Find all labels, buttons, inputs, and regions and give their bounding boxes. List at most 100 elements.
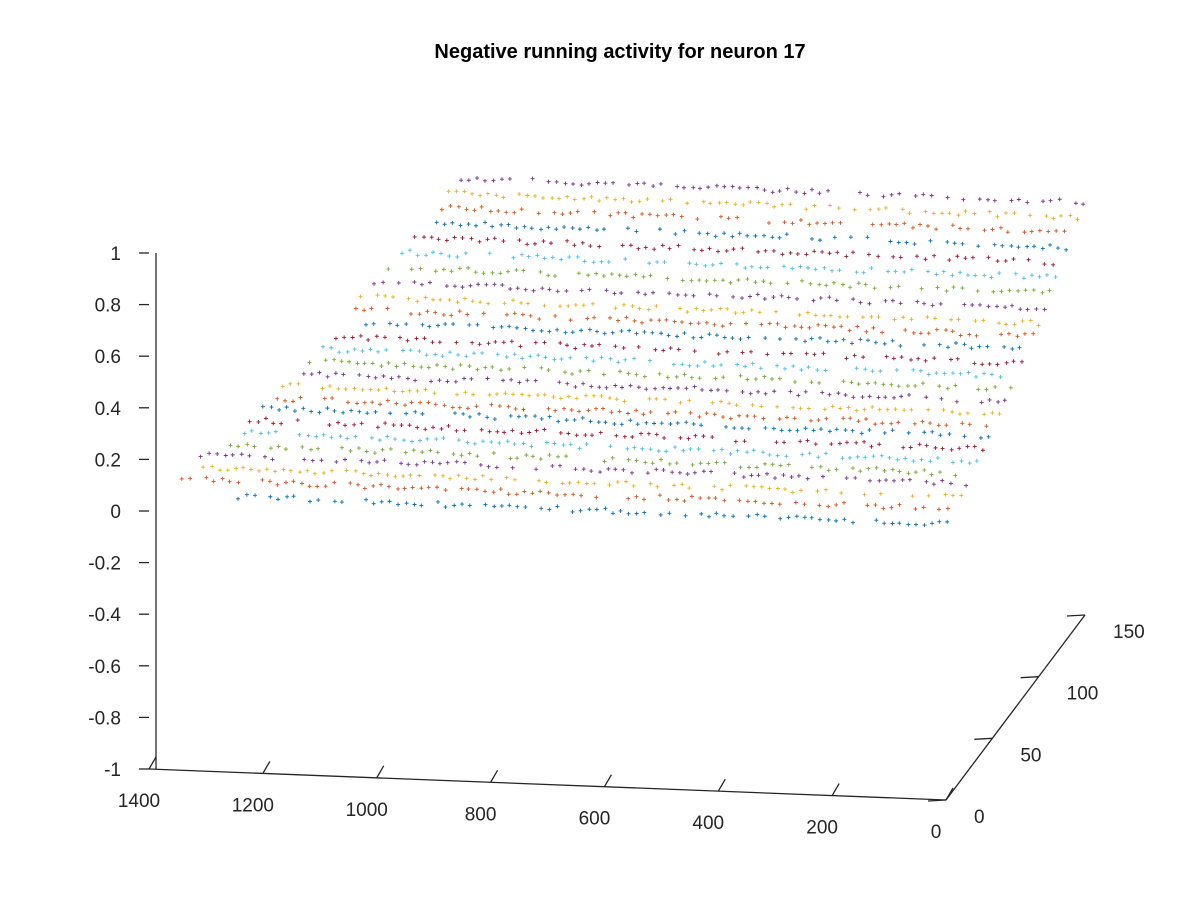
data-point <box>694 262 699 267</box>
data-point <box>722 184 727 189</box>
data-point <box>540 195 545 200</box>
data-point <box>362 361 367 366</box>
data-point <box>453 379 458 384</box>
data-point <box>906 522 911 527</box>
data-point <box>958 371 963 376</box>
data-point <box>552 210 557 215</box>
data-point <box>901 315 906 320</box>
data-point <box>841 282 846 287</box>
data-point <box>935 285 940 290</box>
data-point <box>817 282 822 287</box>
data-point <box>890 298 895 303</box>
data-point <box>830 268 835 273</box>
data-point <box>285 494 290 499</box>
data-point <box>417 473 422 478</box>
data-point <box>445 460 450 465</box>
data-point <box>759 322 764 327</box>
data-point <box>492 236 497 241</box>
data-point <box>675 292 680 297</box>
data-point <box>644 387 649 392</box>
data-point <box>798 264 803 269</box>
data-point <box>686 436 691 441</box>
data-point <box>445 379 450 384</box>
data-point <box>210 464 215 469</box>
data-point <box>902 269 907 274</box>
data-point <box>498 487 503 492</box>
data-point <box>765 352 770 357</box>
data-point <box>738 373 743 378</box>
data-point <box>918 331 923 336</box>
data-point <box>752 414 757 419</box>
x-tick-label: 600 <box>579 809 611 830</box>
data-point <box>641 412 646 417</box>
data-point <box>563 330 568 335</box>
data-point <box>456 204 461 209</box>
data-point <box>982 273 987 278</box>
data-point <box>867 427 872 432</box>
series-2 <box>179 475 950 512</box>
data-point <box>822 221 827 226</box>
data-point <box>737 413 742 418</box>
data-point <box>509 339 514 344</box>
data-point <box>346 400 351 405</box>
data-point <box>738 465 743 470</box>
data-point <box>740 350 745 355</box>
data-point <box>529 444 534 449</box>
data-point <box>817 191 822 196</box>
data-point <box>884 478 889 483</box>
data-point <box>722 231 727 236</box>
data-point <box>864 416 869 421</box>
data-point <box>1002 344 1007 349</box>
data-point <box>457 266 462 271</box>
data-point <box>402 361 407 366</box>
data-point <box>751 448 756 453</box>
data-point <box>871 325 876 330</box>
data-point <box>438 297 443 302</box>
data-point <box>865 381 870 386</box>
data-point <box>881 382 886 387</box>
data-point <box>607 396 612 401</box>
data-point <box>731 514 736 519</box>
data-point <box>446 423 451 428</box>
data-point <box>297 432 302 437</box>
data-point <box>823 451 828 456</box>
data-point <box>486 464 491 469</box>
data-point <box>853 475 858 480</box>
data-point <box>667 246 672 251</box>
data-point <box>774 440 779 445</box>
data-point <box>713 376 718 381</box>
data-point <box>782 366 787 371</box>
data-point <box>846 405 851 410</box>
data-point <box>262 454 267 459</box>
data-point <box>497 404 502 409</box>
data-point <box>900 477 905 482</box>
x-tick <box>376 765 385 779</box>
data-point <box>798 439 803 444</box>
data-point <box>786 462 791 467</box>
data-point <box>762 501 767 506</box>
data-point <box>745 413 750 418</box>
data-point <box>609 410 614 415</box>
series-18 <box>372 280 1047 312</box>
data-point <box>415 388 420 393</box>
data-point <box>1068 213 1073 218</box>
data-point <box>544 440 549 445</box>
data-point <box>767 486 772 491</box>
data-point <box>511 392 516 397</box>
data-point <box>710 400 715 405</box>
y-tick <box>1066 614 1086 617</box>
data-point <box>400 389 405 394</box>
data-point <box>1075 217 1080 222</box>
data-point <box>922 468 927 473</box>
data-point <box>635 181 640 186</box>
data-point <box>507 366 512 371</box>
data-point <box>892 317 897 322</box>
data-point <box>404 322 409 327</box>
data-point <box>329 468 334 473</box>
data-point <box>455 392 460 397</box>
z-tick-label: -0.6 <box>88 657 121 678</box>
data-point <box>376 471 381 476</box>
data-point <box>636 246 641 251</box>
data-point <box>563 492 568 497</box>
data-point <box>511 298 516 303</box>
